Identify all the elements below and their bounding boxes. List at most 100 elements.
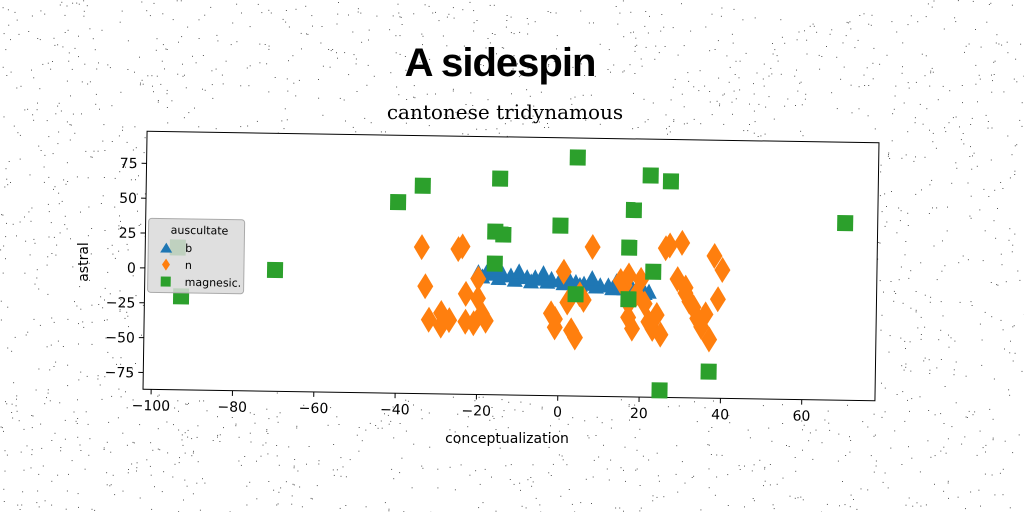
point-n: [562, 317, 579, 344]
noise-dot: [80, 211, 81, 213]
noise-dot: [438, 20, 440, 22]
noise-dot: [587, 435, 589, 437]
noise-dot: [72, 2, 74, 4]
noise-dot: [896, 394, 898, 395]
noise-dot: [594, 75, 596, 77]
noise-dot: [894, 95, 896, 97]
noise-dot: [714, 494, 716, 496]
noise-dot: [152, 85, 153, 87]
noise-dot: [643, 98, 645, 100]
noise-dot: [1013, 325, 1015, 327]
noise-dot: [401, 457, 403, 459]
noise-dot: [502, 117, 504, 119]
point-n: [470, 265, 487, 292]
noise-dot: [4, 450, 6, 452]
noise-dot: [257, 3, 259, 5]
noise-dot: [12, 417, 14, 419]
noise-dot: [5, 168, 7, 170]
noise-dot: [687, 72, 689, 74]
noise-dot: [301, 506, 303, 508]
noise-dot: [478, 396, 480, 398]
noise-dot: [878, 242, 880, 243]
noise-dot: [634, 73, 636, 74]
noise-dot: [118, 225, 120, 227]
noise-dot: [915, 193, 917, 195]
noise-dot: [155, 49, 157, 51]
noise-dot: [217, 434, 219, 436]
noise-dot: [636, 44, 638, 46]
noise-dot: [352, 31, 354, 33]
noise-dot: [863, 13, 865, 15]
noise-dot: [976, 165, 978, 167]
noise-dot: [336, 469, 338, 471]
noise-dot: [720, 15, 722, 17]
noise-dot: [732, 42, 734, 44]
noise-dot: [7, 347, 9, 349]
noise-dot: [979, 430, 981, 432]
noise-dot: [708, 468, 710, 470]
noise-dot: [696, 421, 698, 423]
noise-dot: [893, 300, 895, 302]
noise-dot: [135, 179, 136, 181]
noise-dot: [611, 419, 613, 421]
noise-dot: [211, 84, 213, 86]
point-n: [420, 306, 437, 333]
noise-dot: [345, 476, 347, 478]
noise-dot: [945, 131, 947, 133]
noise-dot: [704, 85, 706, 87]
noise-dot: [16, 19, 18, 21]
noise-dot: [606, 468, 608, 470]
noise-dot: [274, 77, 276, 78]
noise-dot: [556, 48, 557, 50]
noise-dot: [253, 413, 255, 415]
noise-dot: [888, 152, 890, 154]
noise-dot: [333, 474, 335, 476]
noise-dot: [970, 301, 972, 303]
noise-dot: [929, 85, 931, 87]
noise-dot: [639, 428, 641, 430]
noise-dot: [50, 68, 52, 70]
noise-dot: [1010, 340, 1011, 342]
point-n: [701, 326, 718, 353]
noise-dot: [267, 453, 269, 455]
noise-dot: [629, 419, 630, 421]
noise-dot: [996, 284, 998, 286]
noise-dot: [75, 420, 77, 422]
noise-dot: [300, 32, 302, 34]
noise-dot: [54, 44, 56, 46]
noise-dot: [109, 485, 111, 487]
noise-dot: [91, 228, 93, 229]
noise-dot: [999, 472, 1001, 474]
noise-dot: [503, 410, 505, 412]
noise-dot: [589, 61, 590, 63]
noise-dot: [883, 291, 884, 293]
x-tick-label: 60: [792, 408, 810, 424]
noise-dot: [988, 4, 990, 5]
noise-dot: [259, 62, 261, 64]
noise-dot: [1019, 279, 1021, 281]
noise-dot: [492, 415, 494, 417]
point-n: [457, 280, 474, 307]
noise-dot: [3, 430, 4, 432]
noise-dot: [887, 155, 889, 157]
noise-dot: [60, 450, 62, 452]
noise-dot: [806, 39, 808, 41]
noise-dot: [660, 30, 662, 32]
noise-dot: [558, 418, 560, 420]
noise-dot: [954, 340, 956, 342]
noise-dot: [277, 503, 279, 505]
noise-dot: [1009, 352, 1011, 354]
noise-dot: [246, 67, 248, 69]
noise-dot: [166, 93, 168, 95]
noise-dot: [236, 41, 238, 43]
noise-dot: [505, 26, 507, 28]
noise-dot: [316, 485, 318, 487]
noise-dot: [84, 63, 86, 65]
point-n: [706, 242, 723, 269]
point-n: [709, 286, 726, 313]
noise-dot: [953, 369, 955, 371]
noise-dot: [630, 11, 632, 13]
noise-dot: [127, 40, 129, 42]
noise-dot: [449, 429, 451, 431]
noise-dot: [482, 396, 484, 398]
